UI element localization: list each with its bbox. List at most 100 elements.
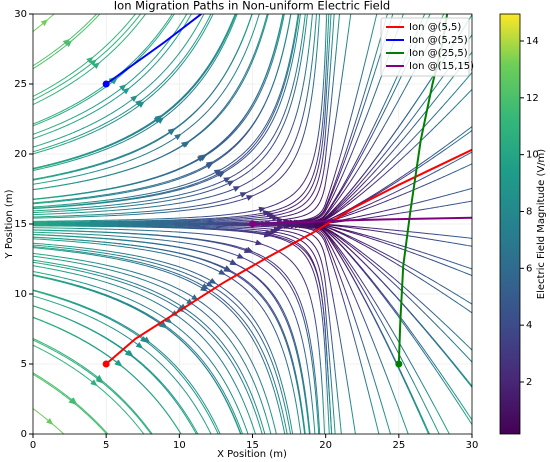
streamline — [293, 365, 298, 379]
streamline — [275, 433, 277, 434]
streamline — [357, 179, 368, 191]
streamline — [331, 392, 334, 406]
streamline — [33, 134, 34, 135]
streamline — [269, 80, 276, 94]
streamline — [425, 206, 440, 210]
streamline — [184, 169, 199, 176]
streamline — [193, 349, 203, 361]
streamline — [338, 412, 342, 427]
streamline — [320, 244, 326, 259]
streamline — [190, 36, 199, 49]
streamline — [466, 151, 472, 156]
streamline — [356, 176, 366, 188]
streamline — [58, 327, 72, 335]
streamline — [291, 429, 294, 434]
streamline — [43, 378, 56, 388]
streamline — [313, 169, 319, 183]
streamline — [325, 362, 327, 377]
streamline — [294, 32, 299, 46]
streamline — [439, 240, 454, 244]
streamline — [366, 83, 372, 98]
y-tick-label: 20 — [14, 149, 27, 160]
streamline — [74, 152, 88, 159]
streamline — [288, 440, 289, 447]
streamline — [129, 71, 141, 82]
streamline — [264, 442, 265, 447]
streamline — [323, 196, 331, 210]
streamline — [265, 67, 271, 81]
streamline — [347, 167, 356, 180]
streamline — [216, 45, 224, 58]
streamline — [332, 244, 341, 257]
streamline — [219, 299, 231, 310]
streamline — [88, 269, 103, 275]
streamline — [325, 311, 328, 326]
streamline — [177, 367, 188, 380]
streamline — [365, 130, 373, 143]
streamline — [131, 196, 146, 200]
streamline — [272, 150, 282, 163]
streamline — [393, 192, 408, 199]
streamline — [283, 67, 289, 81]
streamline — [75, 201, 90, 205]
streamline — [317, 338, 320, 353]
streamline — [280, 418, 285, 432]
streamline — [373, 155, 384, 167]
streamline — [103, 252, 118, 256]
streamline — [379, 107, 387, 120]
streamline — [173, 245, 188, 250]
streamline — [359, 309, 366, 323]
streamline — [202, 121, 214, 132]
streamline — [380, 271, 392, 282]
streamline — [89, 202, 104, 205]
streamline — [308, 420, 311, 434]
streamline — [33, 236, 48, 239]
streamline — [73, 269, 88, 274]
streamline — [20, 100, 33, 106]
stream-arrow — [119, 84, 127, 92]
streamline — [249, 160, 261, 171]
streamline — [152, 373, 163, 384]
streamline — [43, 350, 57, 358]
streamline — [155, 358, 167, 370]
streamline — [243, 219, 258, 221]
streamline — [413, 401, 420, 415]
streamline — [269, 105, 276, 119]
streamline — [224, 394, 232, 407]
streamline — [453, 442, 456, 448]
streamline — [388, 179, 401, 188]
streamline — [256, 390, 263, 404]
streamline — [221, 437, 226, 448]
streamline — [408, 373, 416, 386]
streamline — [144, 198, 159, 202]
streamline — [324, 173, 328, 187]
stream-arrow — [86, 56, 94, 64]
streamline — [158, 248, 173, 253]
streamline — [165, 71, 176, 83]
y-axis-label: Y Position (m) — [4, 189, 15, 259]
streamline — [258, 79, 265, 93]
streamline — [277, 335, 283, 349]
streamline — [352, 199, 366, 208]
streamline — [336, 33, 339, 47]
streamline — [232, 137, 243, 148]
streamline — [246, 330, 255, 343]
ion-start — [102, 360, 110, 368]
stream-arrow — [205, 162, 214, 170]
streamline — [353, 91, 359, 105]
streamline — [54, 388, 67, 398]
streamline — [200, 251, 215, 257]
streamline — [33, 274, 47, 278]
streamline — [194, 389, 203, 402]
streamline — [152, 300, 166, 309]
streamline — [229, 198, 244, 204]
streamline — [215, 213, 230, 217]
streamline — [304, 432, 306, 434]
streamline — [432, 118, 443, 130]
streamline — [146, 36, 156, 49]
streamline — [187, 248, 202, 253]
streamline — [395, 0, 397, 6]
streamline — [269, 357, 276, 371]
streamline — [70, 99, 83, 108]
